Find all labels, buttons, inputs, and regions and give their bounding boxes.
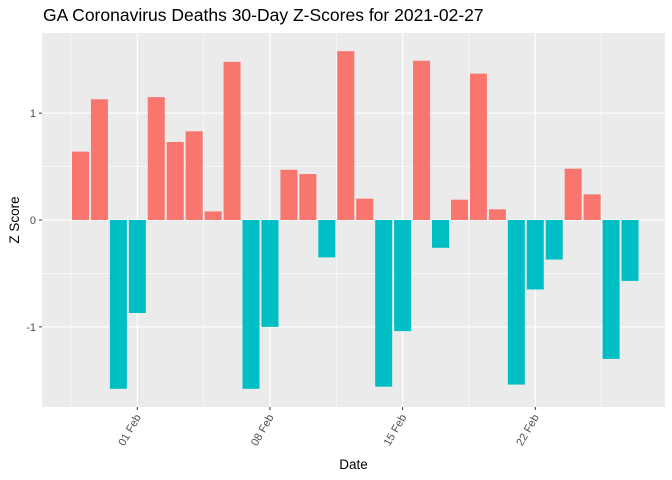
bar [318,220,336,258]
x-tick-label: 22 Feb [514,413,542,449]
y-axis: -1 0 1 [26,108,42,334]
bar [109,220,127,389]
x-axis: 01 Feb 08 Feb 15 Feb 22 Feb [116,407,542,449]
bar [526,220,544,290]
bar [356,198,374,220]
bar [621,220,639,281]
bar [242,220,260,389]
y-tick-label: -1 [26,322,36,334]
bar [413,60,431,221]
bar [583,194,601,220]
bar [564,168,582,220]
x-tick-label: 08 Feb [249,413,277,449]
bar [602,220,620,359]
bar [90,99,108,220]
y-tick-label: 1 [30,108,36,120]
bar [507,220,525,385]
bar [450,199,468,220]
y-axis-title: Z Score [7,196,22,243]
bar [147,97,165,220]
y-tick-label: 0 [30,215,36,227]
bar [71,151,89,220]
x-axis-title: Date [339,457,368,472]
bar [128,220,146,313]
bar [375,220,393,387]
chart-title: GA Coronavirus Deaths 30-Day Z-Scores fo… [43,5,484,25]
bar [545,220,563,260]
bar [394,220,412,332]
bar [223,61,241,221]
x-tick-label: 01 Feb [116,413,144,449]
bar [280,169,298,220]
bars [71,51,639,389]
bar [261,220,279,327]
bar [337,51,355,221]
bar [432,220,450,248]
bar [469,73,487,220]
bar [166,141,184,220]
bar [185,131,203,220]
bar [204,211,222,220]
bar [488,209,506,220]
bar [299,174,317,220]
x-tick-label: 15 Feb [382,413,410,449]
